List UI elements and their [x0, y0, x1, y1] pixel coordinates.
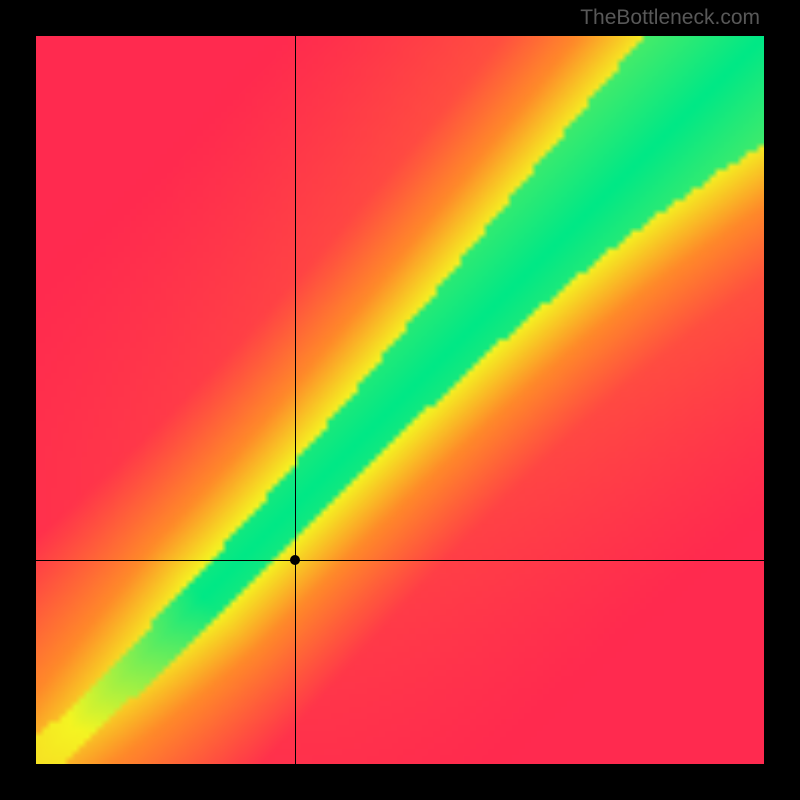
- crosshair-vertical: [295, 36, 296, 764]
- crosshair-horizontal: [36, 560, 764, 561]
- crosshair-marker: [290, 555, 300, 565]
- attribution-text: TheBottleneck.com: [580, 6, 760, 30]
- heatmap-canvas: [36, 36, 764, 764]
- heatmap-plot: [36, 36, 764, 764]
